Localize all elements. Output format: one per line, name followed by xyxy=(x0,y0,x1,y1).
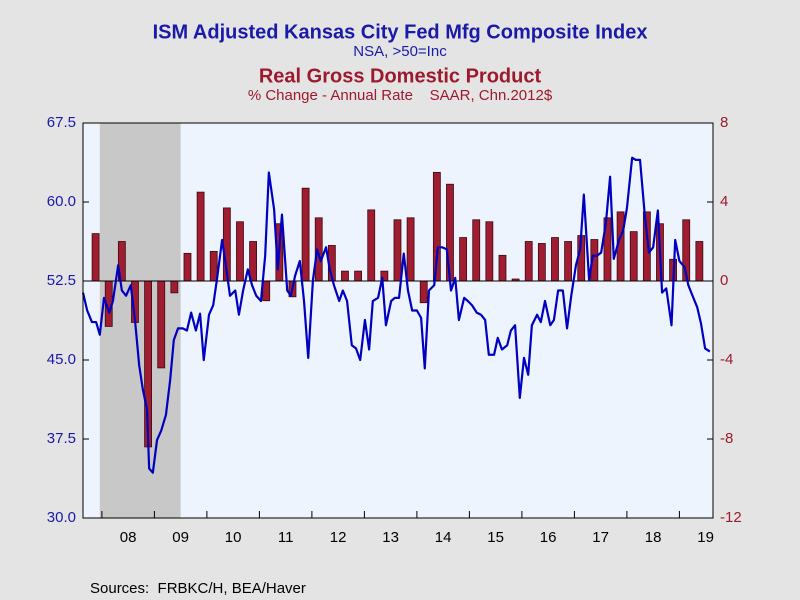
x-tick-label: 11 xyxy=(278,529,294,546)
bar xyxy=(354,270,363,282)
bar xyxy=(393,219,402,282)
y-tick-label: 30.0 xyxy=(47,509,76,526)
x-tick-label: 10 xyxy=(225,529,242,546)
y-tick-label: 37.5 xyxy=(47,430,76,447)
y2-tick-label: -8 xyxy=(720,430,733,447)
bar xyxy=(91,233,100,282)
bar xyxy=(183,252,192,282)
bar xyxy=(472,219,481,282)
y-tick-label: 60.0 xyxy=(47,193,76,210)
x-tick-label: 13 xyxy=(382,529,399,546)
x-tick-label: 17 xyxy=(592,529,609,546)
bar xyxy=(629,231,638,282)
y2-tick-label: 8 xyxy=(720,114,728,131)
y2-tick-label: 4 xyxy=(720,193,728,210)
y-tick-label: 67.5 xyxy=(47,114,76,131)
x-tick-label: 16 xyxy=(540,529,557,546)
chart-title: ISM Adjusted Kansas City Fed Mfg Composi… xyxy=(153,21,648,43)
y-tick-label: 45.0 xyxy=(47,351,76,368)
bar xyxy=(249,241,258,282)
bar xyxy=(301,187,310,282)
chart-title-2: Real Gross Domestic Product xyxy=(259,65,542,87)
bar xyxy=(524,241,533,282)
bar xyxy=(262,280,271,302)
bar xyxy=(236,221,244,282)
bar xyxy=(537,243,546,282)
x-tick-label: 18 xyxy=(645,529,662,546)
bar xyxy=(459,237,468,282)
chart-subtitle-2: % Change - Annual Rate SAAR, Chn.2012$ xyxy=(248,87,553,104)
y2-tick-label: -4 xyxy=(720,351,733,368)
bar xyxy=(695,241,704,282)
x-tick-label: 08 xyxy=(120,529,137,546)
chart-subtitle: NSA, >50=Inc xyxy=(353,43,447,60)
x-tick-label: 09 xyxy=(172,529,189,546)
bar xyxy=(341,270,349,282)
source-note: Sources: FRBKC/H, BEA/Haver xyxy=(90,580,306,597)
bar xyxy=(551,237,559,282)
bar xyxy=(157,280,166,369)
x-tick-label: 14 xyxy=(435,529,452,546)
bar xyxy=(367,209,376,282)
x-tick-label: 19 xyxy=(697,529,714,546)
x-tick-label: 15 xyxy=(487,529,504,546)
x-tick-label: 12 xyxy=(330,529,347,546)
bar xyxy=(485,221,494,282)
y2-tick-label: -12 xyxy=(720,509,742,526)
bar xyxy=(564,241,572,282)
y2-tick-label: 0 xyxy=(720,272,728,289)
bar xyxy=(170,280,179,294)
plot-frame xyxy=(82,122,714,519)
recession-shade xyxy=(99,123,181,518)
line xyxy=(81,156,711,474)
y-tick-label: 52.5 xyxy=(47,272,76,289)
bar xyxy=(419,280,428,304)
bar xyxy=(406,217,415,282)
bar xyxy=(196,191,205,282)
bar xyxy=(498,254,507,282)
bar xyxy=(209,250,218,282)
